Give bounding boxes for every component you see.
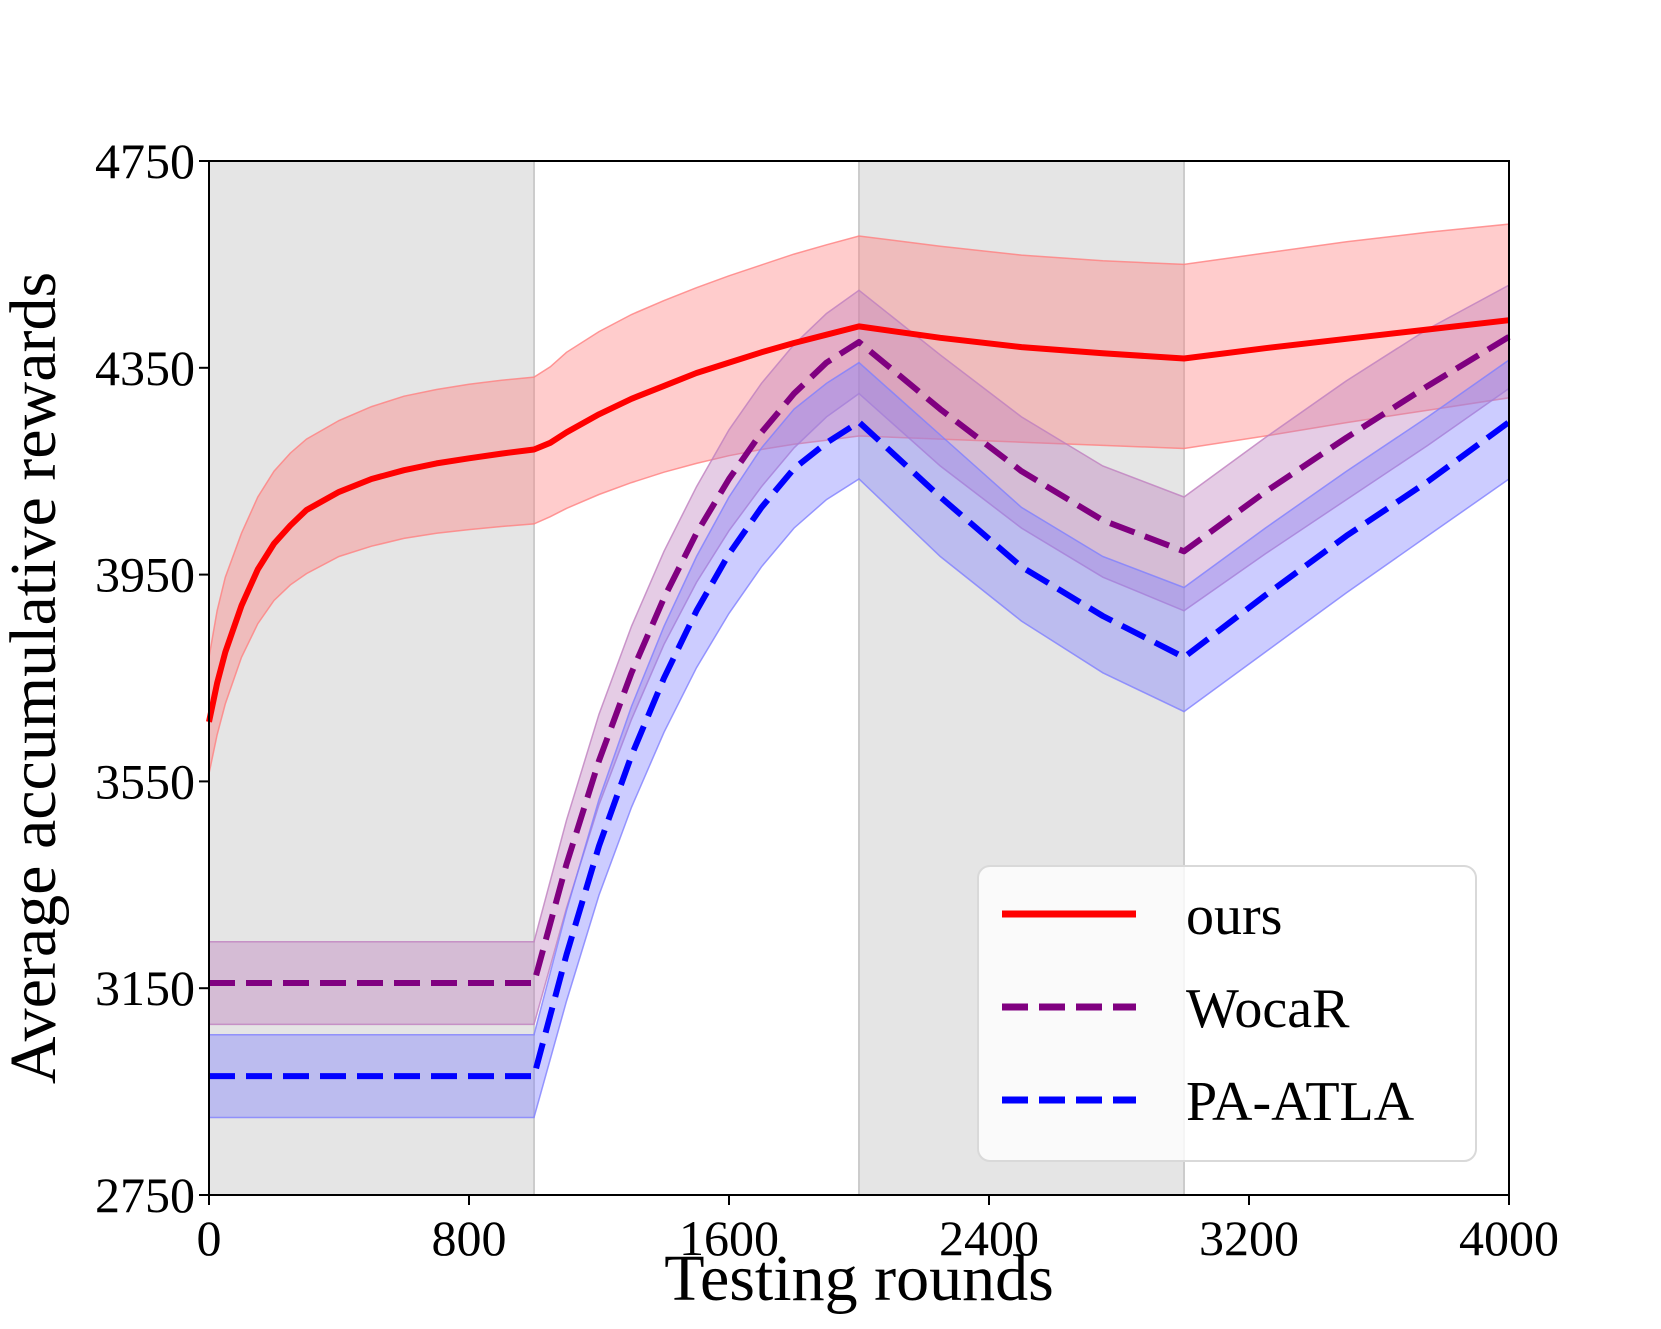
y-axis-ticks: 2750 3150 3550 3950 4350 4750: [95, 133, 209, 1223]
x-tick-label: 3200: [1199, 1210, 1299, 1266]
series-lines: [206, 317, 1511, 1080]
legend-label-pa-atla: PA-ATLA: [1186, 1071, 1415, 1133]
x-axis-ticks: 0 800 1600 2400 3200 4000: [197, 1195, 1559, 1266]
series-line-wocar: [209, 334, 1511, 986]
y-tick-label: 4350: [95, 340, 195, 396]
x-tick-label: 800: [432, 1210, 507, 1266]
shaded-region-1: [209, 161, 534, 1195]
legend-label-ours: ours: [1186, 885, 1282, 947]
x-tick-label: 4000: [1459, 1210, 1559, 1266]
series-line-ours: [206, 317, 1510, 723]
series-line-pa-atla: [209, 419, 1511, 1080]
x-axis-title: Testing rounds: [664, 1242, 1054, 1315]
legend: ours WocaR PA-ATLA: [977, 865, 1477, 1162]
y-axis-title: Average accumulative rewards: [0, 272, 70, 1084]
legend-label-wocar: WocaR: [1186, 978, 1350, 1040]
y-tick-label: 3150: [95, 960, 195, 1016]
y-tick-label: 4750: [95, 133, 195, 189]
x-tick-label: 0: [197, 1210, 222, 1266]
plot-frame: [208, 160, 1510, 1196]
x-tick-label: 1600: [679, 1210, 779, 1266]
y-tick-label: 3950: [95, 547, 195, 603]
x-tick-label: 2400: [939, 1210, 1039, 1266]
y-tick-label: 2750: [95, 1167, 195, 1223]
y-tick-label: 3550: [95, 753, 195, 809]
legend-box: [977, 865, 1477, 1162]
